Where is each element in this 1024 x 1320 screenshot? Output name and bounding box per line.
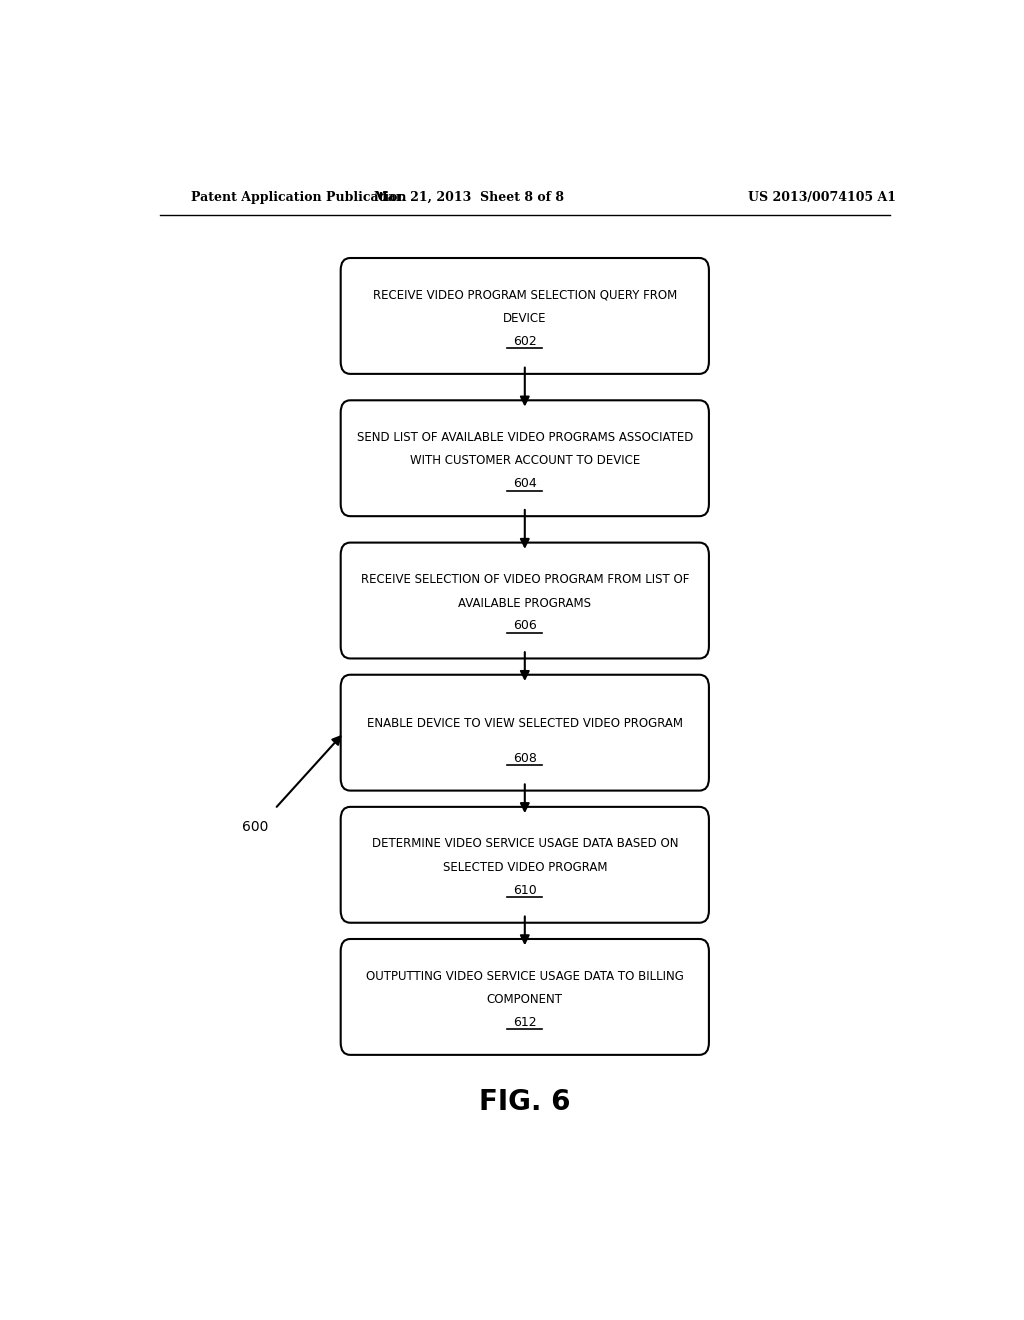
FancyBboxPatch shape <box>341 807 709 923</box>
FancyBboxPatch shape <box>341 257 709 374</box>
Text: RECEIVE SELECTION OF VIDEO PROGRAM FROM LIST OF: RECEIVE SELECTION OF VIDEO PROGRAM FROM … <box>360 573 689 586</box>
Text: FIG. 6: FIG. 6 <box>479 1088 570 1115</box>
Text: 612: 612 <box>513 1016 537 1028</box>
Text: DEVICE: DEVICE <box>503 312 547 325</box>
Text: WITH CUSTOMER ACCOUNT TO DEVICE: WITH CUSTOMER ACCOUNT TO DEVICE <box>410 454 640 467</box>
Text: DETERMINE VIDEO SERVICE USAGE DATA BASED ON: DETERMINE VIDEO SERVICE USAGE DATA BASED… <box>372 837 678 850</box>
Text: COMPONENT: COMPONENT <box>486 993 563 1006</box>
Text: Patent Application Publication: Patent Application Publication <box>191 190 407 203</box>
FancyBboxPatch shape <box>341 939 709 1055</box>
Text: OUTPUTTING VIDEO SERVICE USAGE DATA TO BILLING: OUTPUTTING VIDEO SERVICE USAGE DATA TO B… <box>366 970 684 982</box>
Text: 606: 606 <box>513 619 537 632</box>
Text: Mar. 21, 2013  Sheet 8 of 8: Mar. 21, 2013 Sheet 8 of 8 <box>374 190 564 203</box>
FancyBboxPatch shape <box>341 400 709 516</box>
FancyBboxPatch shape <box>341 675 709 791</box>
Text: SEND LIST OF AVAILABLE VIDEO PROGRAMS ASSOCIATED: SEND LIST OF AVAILABLE VIDEO PROGRAMS AS… <box>356 430 693 444</box>
FancyBboxPatch shape <box>341 543 709 659</box>
Text: 600: 600 <box>242 820 268 834</box>
Text: AVAILABLE PROGRAMS: AVAILABLE PROGRAMS <box>459 597 591 610</box>
Text: 610: 610 <box>513 883 537 896</box>
Text: 608: 608 <box>513 751 537 764</box>
Text: 604: 604 <box>513 477 537 490</box>
Text: SELECTED VIDEO PROGRAM: SELECTED VIDEO PROGRAM <box>442 861 607 874</box>
Text: RECEIVE VIDEO PROGRAM SELECTION QUERY FROM: RECEIVE VIDEO PROGRAM SELECTION QUERY FR… <box>373 289 677 301</box>
Text: 602: 602 <box>513 335 537 348</box>
Text: ENABLE DEVICE TO VIEW SELECTED VIDEO PROGRAM: ENABLE DEVICE TO VIEW SELECTED VIDEO PRO… <box>367 717 683 730</box>
Text: US 2013/0074105 A1: US 2013/0074105 A1 <box>749 190 896 203</box>
